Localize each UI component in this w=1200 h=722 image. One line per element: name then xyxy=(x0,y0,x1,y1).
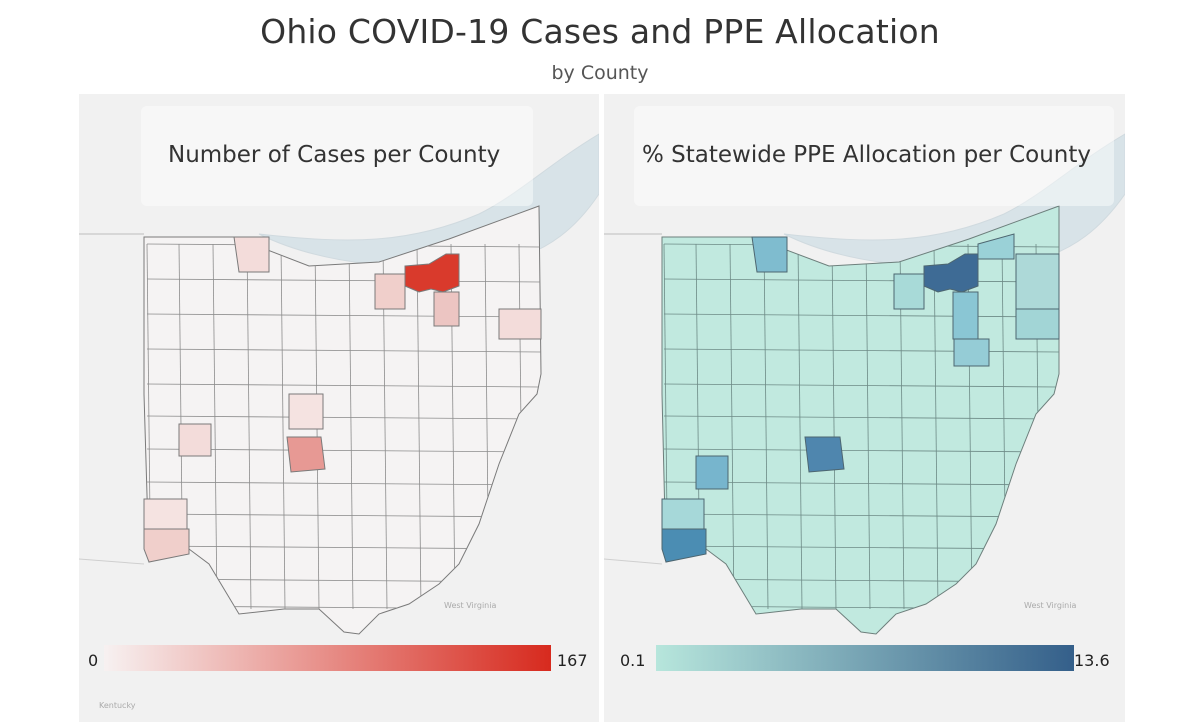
county-border-line xyxy=(663,313,1059,318)
county-border-line xyxy=(146,278,541,283)
cases-title-box xyxy=(141,106,533,206)
county-border-line xyxy=(763,243,769,610)
state-boundary-line xyxy=(604,558,663,565)
county-border-line xyxy=(663,415,1059,420)
county-border-line xyxy=(146,448,541,453)
ohio-outline xyxy=(143,205,542,635)
county-border-line xyxy=(146,481,541,486)
county-lorain[interactable] xyxy=(893,273,925,310)
ppe-map-title: % Statewide PPE Allocation per County xyxy=(642,142,1092,168)
county-border-line xyxy=(348,243,354,610)
page-subtitle: by County xyxy=(551,62,649,84)
county-border-line xyxy=(729,243,735,610)
county-cuyahoga[interactable] xyxy=(404,253,460,293)
county-cuyahoga[interactable] xyxy=(923,253,979,293)
county-lorain[interactable] xyxy=(374,273,406,310)
county-border-line xyxy=(865,243,871,610)
ppe-title-box xyxy=(634,106,1114,206)
county-lucas[interactable] xyxy=(233,236,270,273)
cases-map-title: Number of Cases per County xyxy=(168,142,501,168)
county-border-line xyxy=(663,448,1059,453)
county-border-line xyxy=(146,513,541,518)
county-mahoning[interactable] xyxy=(498,308,542,340)
county-trumbull[interactable] xyxy=(1015,253,1060,310)
county-border-line xyxy=(831,243,837,610)
county-border-line xyxy=(663,481,1059,486)
state-boundary-line xyxy=(79,558,145,565)
county-border-line xyxy=(212,243,218,610)
county-border-line xyxy=(280,243,286,610)
cases-legend-max: 167 xyxy=(557,651,588,670)
county-border-line xyxy=(663,513,1059,518)
county-border-line xyxy=(663,278,1059,283)
county-butler[interactable] xyxy=(143,498,188,530)
ppe-legend-min: 0.1 xyxy=(620,651,646,670)
page-title: Ohio COVID-19 Cases and PPE Allocation xyxy=(260,12,940,51)
ppe-color-legend-bar xyxy=(656,645,1074,671)
county-hamilton[interactable] xyxy=(143,528,190,563)
ky-label: Kentucky xyxy=(99,701,136,710)
county-border-line xyxy=(663,383,1059,388)
cases-color-legend-bar xyxy=(104,645,551,671)
county-border-line xyxy=(146,313,541,318)
county-stark[interactable] xyxy=(953,338,990,367)
county-franklin[interactable] xyxy=(804,436,845,473)
ppe-map[interactable]: West Virginia xyxy=(604,94,1125,722)
county-border-line xyxy=(246,243,252,610)
county-montgomery[interactable] xyxy=(695,455,729,490)
cases-legend-min: 0 xyxy=(88,651,99,670)
county-lake[interactable] xyxy=(977,233,1015,260)
county-hamilton[interactable] xyxy=(661,528,707,563)
county-border-line xyxy=(146,415,541,420)
county-border-line xyxy=(146,383,541,388)
cases-map[interactable]: West Virginia Kentucky xyxy=(79,94,599,722)
wv-label: West Virginia xyxy=(1024,601,1076,610)
county-border-line xyxy=(146,348,541,353)
county-franklin[interactable] xyxy=(286,436,326,473)
panel-divider xyxy=(599,94,604,722)
wv-label: West Virginia xyxy=(444,601,496,610)
county-lucas[interactable] xyxy=(751,236,788,273)
county-delaware[interactable] xyxy=(288,393,324,430)
county-border-line xyxy=(797,243,803,610)
ppe-legend-max: 13.6 xyxy=(1074,651,1110,670)
ppe-map-panel[interactable]: West Virginia % Statewide PPE Allocation… xyxy=(604,94,1125,722)
cases-map-panel[interactable]: West Virginia Kentucky Number of Cases p… xyxy=(79,94,599,722)
ohio-outline xyxy=(661,205,1060,635)
county-border-line xyxy=(663,348,1059,353)
county-montgomery[interactable] xyxy=(178,423,212,457)
county-mahoning[interactable] xyxy=(1015,308,1060,340)
county-butler[interactable] xyxy=(661,498,705,530)
county-summit[interactable] xyxy=(952,291,979,340)
county-summit[interactable] xyxy=(433,291,460,327)
